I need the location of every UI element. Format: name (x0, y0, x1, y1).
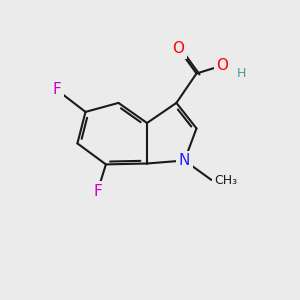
Text: F: F (52, 82, 62, 98)
Text: F: F (93, 184, 102, 199)
Text: O: O (172, 41, 184, 56)
Text: N: N (179, 153, 190, 168)
Text: O: O (217, 58, 229, 73)
Text: H: H (237, 67, 246, 80)
Text: CH₃: CH₃ (214, 173, 237, 187)
